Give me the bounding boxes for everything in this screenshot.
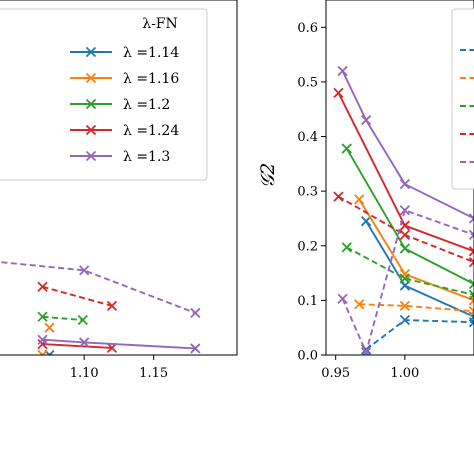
plot-area: [0, 261, 201, 355]
legend-marker: [85, 72, 97, 84]
series-line: [346, 246, 474, 296]
x-tick-label: 1.15: [139, 366, 168, 381]
y-axis-label: 𝒢2: [257, 163, 279, 189]
data-point: [37, 281, 48, 292]
data-point: [79, 265, 90, 276]
data-point: [360, 115, 372, 126]
data-point: [337, 65, 348, 77]
data-point: [337, 293, 348, 304]
data-point: [360, 216, 372, 227]
data-point: [333, 87, 344, 98]
legend-entry-label: λ =1.16: [123, 71, 179, 87]
data-point: [341, 242, 352, 253]
y-tick-label: 0.3: [297, 185, 318, 200]
series-line: [42, 338, 196, 350]
data-point: [79, 337, 90, 348]
data-point: [468, 306, 474, 317]
legend-marker: [85, 150, 97, 162]
data-point: [468, 278, 474, 290]
data-point: [37, 349, 48, 355]
data-point: [190, 307, 201, 319]
data-point: [399, 300, 410, 311]
data-point: [468, 246, 474, 257]
series-line: [0, 261, 196, 314]
y-tick-label: 0.5: [297, 75, 318, 90]
legend-entry-label: λ =1.24: [123, 123, 179, 139]
data-point: [468, 289, 474, 301]
data-point: [468, 229, 474, 240]
legend-entry-label: λ =1.2: [123, 97, 170, 113]
series-line: [42, 343, 113, 349]
series-line: [42, 315, 83, 321]
data-point: [468, 257, 474, 268]
series-line: [42, 285, 113, 307]
data-point: [190, 343, 201, 354]
legend-box: [451, 8, 474, 190]
legend-right: [451, 8, 474, 190]
series-line: [337, 195, 474, 264]
data-point: [468, 213, 474, 224]
y-tick-label: 0.0: [297, 349, 318, 364]
data-point: [106, 300, 118, 311]
plot-area: [333, 65, 474, 355]
x-tick-label: 0.95: [321, 366, 350, 381]
chart-panel-2: 0.95 1.00 0.0 0.1 0.2 0.3 0.4 0.5 0.6 𝒢2: [257, 0, 474, 381]
legend-entry-label: λ =1.3: [123, 149, 170, 165]
legend-left: λ-FN1.14λ =1.141.16λ =1.161.2λ =1.21.24λ…: [0, 8, 208, 181]
plot-frame: [0, 0, 238, 356]
data-point: [37, 338, 48, 350]
data-point: [354, 194, 365, 205]
series-line: [365, 319, 474, 351]
data-point: [77, 314, 88, 326]
series-line: [341, 209, 474, 355]
chart-panel-1: 1.10 1.15: [0, 0, 238, 381]
legend-marker: [85, 98, 97, 110]
data-point: [37, 311, 48, 322]
legend-title: λ-FN: [142, 16, 178, 32]
plot-frame: [325, 0, 474, 356]
data-point: [399, 229, 410, 240]
data-point: [399, 314, 410, 326]
data-point: [399, 273, 410, 284]
data-point: [44, 322, 55, 333]
data-point: [399, 205, 410, 216]
series-line: [359, 303, 474, 313]
series-line: [341, 70, 474, 220]
data-point: [37, 334, 48, 345]
legend-entry-label: λ =1.14: [123, 45, 179, 61]
y-tick-label: 0.1: [297, 294, 318, 309]
y-tick-label: 0.2: [297, 239, 318, 254]
data-point: [333, 191, 344, 202]
x-tick-label: 1.00: [390, 366, 419, 381]
data-point: [341, 143, 352, 154]
series-line: [358, 198, 474, 302]
y-tick-label: 0.6: [297, 21, 318, 36]
legend-marker: [85, 46, 97, 58]
y-tick-label: 0.4: [297, 130, 318, 145]
legend-marker: [85, 124, 97, 136]
data-point: [360, 347, 372, 355]
legend-box: [0, 8, 208, 181]
data-point: [354, 299, 365, 310]
data-point: [468, 317, 474, 328]
data-point: [399, 178, 410, 190]
x-tick-label: 1.10: [70, 366, 99, 381]
data-point: [399, 243, 410, 254]
